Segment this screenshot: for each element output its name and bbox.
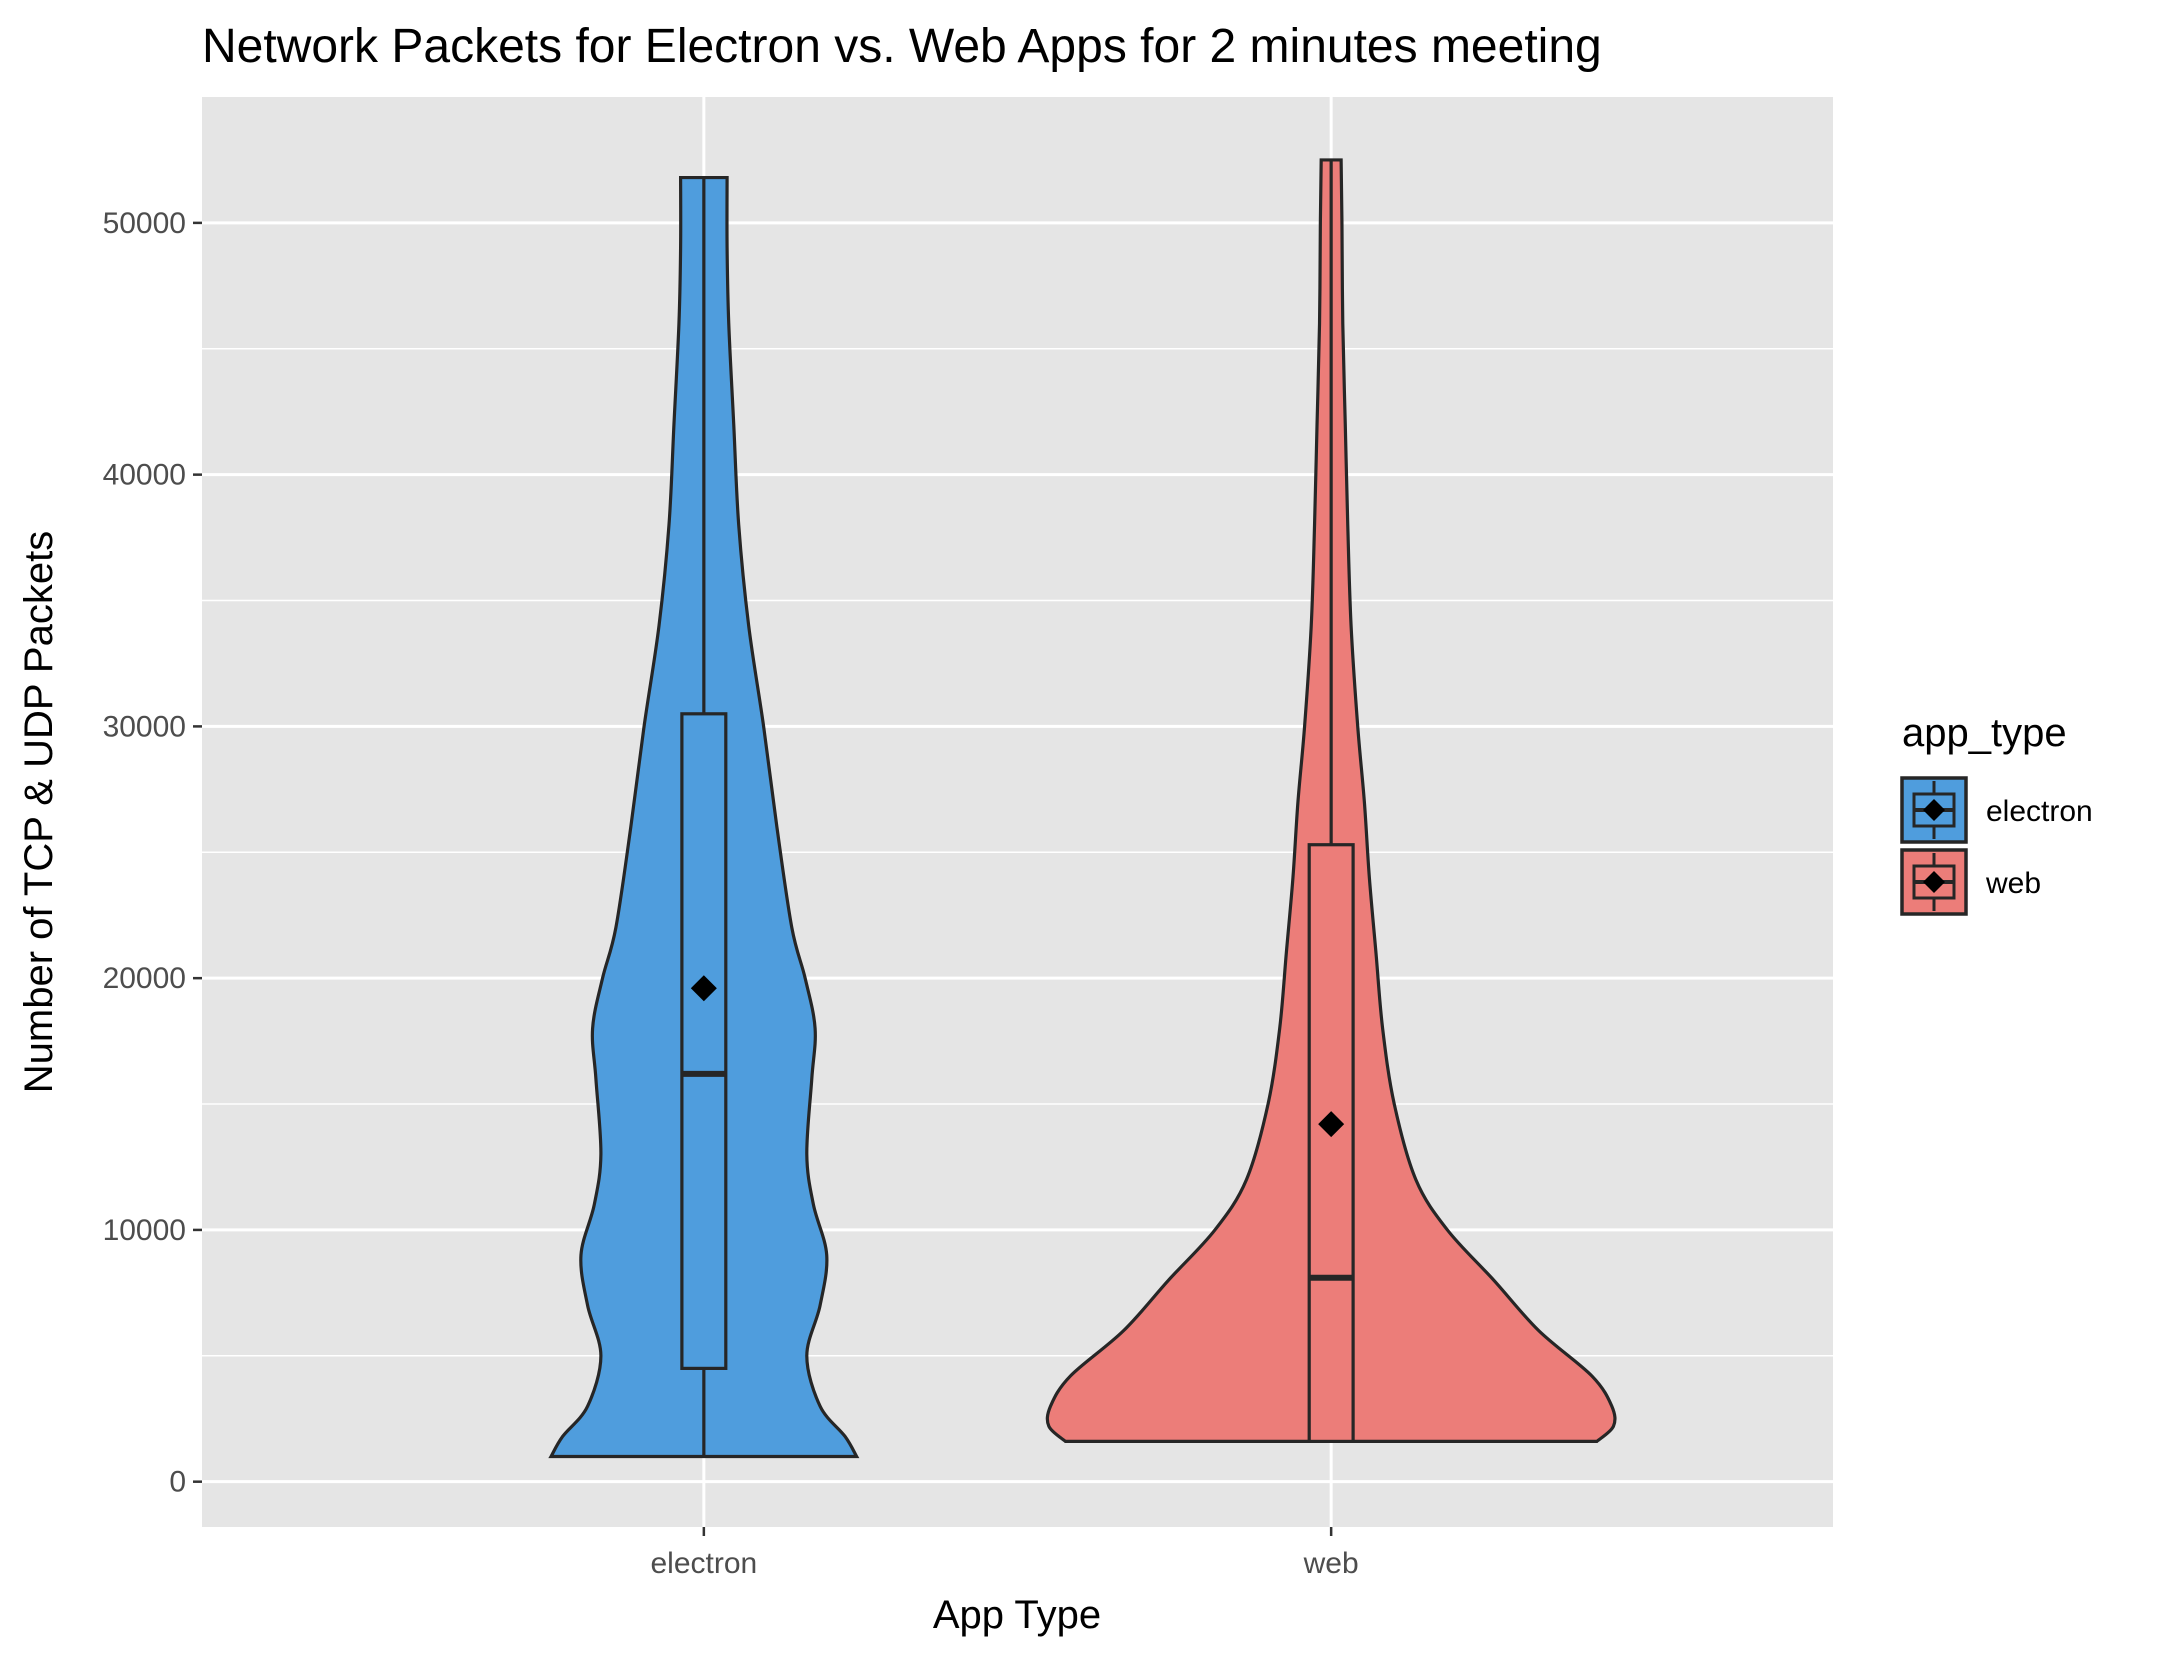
legend-key-mean xyxy=(1923,799,1945,821)
boxplot-web xyxy=(1307,159,1355,1444)
y-tick-label: 30000 xyxy=(103,710,186,743)
y-tick-label: 40000 xyxy=(103,459,186,492)
chart-title: Network Packets for Electron vs. Web App… xyxy=(202,20,1602,73)
x-axis-title: App Type xyxy=(933,1593,1101,1637)
legend: app_type electron web xyxy=(1900,711,2093,916)
x-tick-label: web xyxy=(1303,1547,1359,1580)
axes: 0 10000 20000 30000 40000 50000 electron web xyxy=(103,207,1359,1580)
legend-item-electron: electron xyxy=(1900,776,2093,844)
legend-label-electron: electron xyxy=(1986,795,2093,828)
mean-marker xyxy=(1318,1111,1345,1138)
legend-key-mean xyxy=(1923,871,1945,893)
legend-title: app_type xyxy=(1902,711,2067,755)
iqr-box xyxy=(1307,843,1355,1444)
y-tick-label: 10000 xyxy=(103,1214,186,1247)
x-tick-label: electron xyxy=(650,1547,757,1580)
legend-item-web: web xyxy=(1900,848,2041,916)
y-tick-label: 50000 xyxy=(103,207,186,240)
y-tick-label: 20000 xyxy=(103,962,186,995)
plot-panel xyxy=(202,97,1833,1527)
legend-label-web: web xyxy=(1985,867,2041,900)
boxplot-electron xyxy=(680,177,728,1457)
y-tick-label: 0 xyxy=(169,1466,186,1499)
y-axis-title: Number of TCP & UDP Packets xyxy=(17,531,61,1093)
boxplots xyxy=(680,159,1355,1457)
mean-marker xyxy=(690,975,717,1002)
iqr-box xyxy=(680,712,728,1370)
